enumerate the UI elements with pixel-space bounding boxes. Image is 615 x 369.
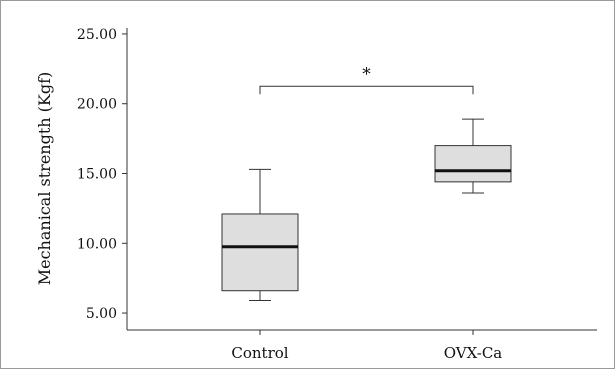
y-tick-label: 15.00 xyxy=(77,167,117,183)
box-control xyxy=(221,168,299,301)
iqr-box xyxy=(434,145,512,183)
y-tick-label: 10.00 xyxy=(77,236,117,252)
significance-label: * xyxy=(362,64,371,84)
y-ticks: 5.00 10.00 15.00 20.00 25.00 xyxy=(77,27,127,322)
y-tick-label: 5.00 xyxy=(86,306,117,322)
significance-bracket: * xyxy=(259,64,474,95)
iqr-box xyxy=(221,213,299,292)
y-tick-label: 25.00 xyxy=(77,27,117,43)
x-category-label: Control xyxy=(231,344,288,362)
y-axis-title: Mechanical strength (Kgf) xyxy=(35,72,54,286)
significance-line xyxy=(259,85,474,95)
x-ticks: Control OVX-Ca xyxy=(231,330,502,362)
x-category-label: OVX-Ca xyxy=(444,344,503,362)
y-tick-label: 20.00 xyxy=(77,97,117,113)
boxes xyxy=(221,118,512,301)
box-ovx-ca xyxy=(434,118,512,194)
axes xyxy=(126,28,597,331)
